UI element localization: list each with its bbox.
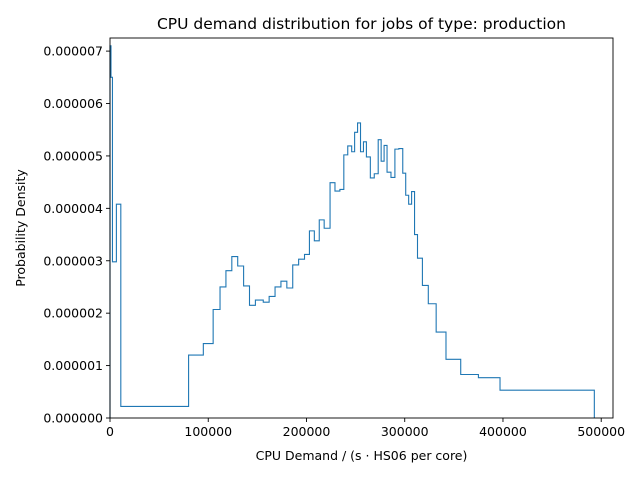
y-tick-label: 0.000001	[43, 358, 103, 373]
y-axis-label: Probability Density	[13, 169, 28, 287]
histogram-step-line	[109, 45, 595, 418]
x-tick-label: 400000	[479, 424, 527, 439]
y-tick-label: 0.000005	[43, 148, 103, 163]
y-tick-label: 0.000000	[43, 411, 103, 426]
plot-area	[110, 38, 613, 418]
y-tick-label: 0.000004	[43, 201, 103, 216]
x-tick-label: 100000	[184, 424, 232, 439]
y-tick-label: 0.000002	[43, 306, 103, 321]
x-tick-label: 300000	[381, 424, 429, 439]
x-tick-label: 200000	[283, 424, 331, 439]
chart-title: CPU demand distribution for jobs of type…	[157, 15, 566, 33]
axes-frame	[109, 37, 614, 419]
y-tick-label: 0.000003	[43, 253, 103, 268]
y-tick-label: 0.000007	[43, 44, 103, 59]
x-axis-ticks: 0 100000 200000 300000 400000 500000	[106, 418, 625, 439]
y-axis-ticks: 0.000000 0.000001 0.000002 0.000003 0.000004…	[43, 44, 110, 426]
x-axis-label: CPU Demand / (s · HS06 per core)	[256, 448, 468, 463]
y-tick-label: 0.000006	[43, 96, 103, 111]
x-tick-label: 500000	[577, 424, 625, 439]
x-tick-label: 0	[106, 424, 114, 439]
